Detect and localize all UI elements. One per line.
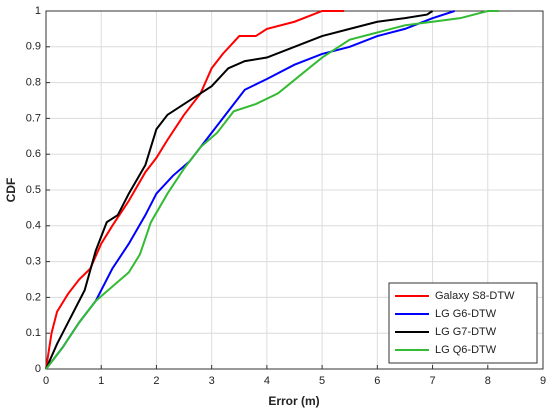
x-tick-label: 6 xyxy=(374,375,380,387)
y-tick-label: 1 xyxy=(35,5,41,17)
x-tick-label: 1 xyxy=(98,375,104,387)
legend-label: LG G7-DTW xyxy=(435,326,497,338)
x-tick-label: 8 xyxy=(485,375,491,387)
y-tick-label: 0.1 xyxy=(26,327,41,339)
x-axis-label: Error (m) xyxy=(268,394,319,408)
x-tick-label: 2 xyxy=(153,375,159,387)
y-axis-label: CDF xyxy=(4,178,18,203)
legend-label: Galaxy S8-DTW xyxy=(435,290,515,302)
y-tick-label: 0.9 xyxy=(26,41,41,53)
x-tick-label: 7 xyxy=(429,375,435,387)
y-tick-label: 0.2 xyxy=(26,291,41,303)
legend-label: LG Q6-DTW xyxy=(435,344,497,356)
x-tick-label: 5 xyxy=(319,375,325,387)
series-line xyxy=(45,10,345,370)
y-tick-label: 0.7 xyxy=(26,112,41,124)
y-tick-label: 0.6 xyxy=(26,148,41,160)
y-tick-label: 0.5 xyxy=(26,184,41,196)
x-tick-label: 0 xyxy=(43,375,49,387)
y-tick-label: 0.4 xyxy=(26,220,41,232)
x-tick-label: 3 xyxy=(209,375,215,387)
y-tick-label: 0 xyxy=(35,363,41,375)
y-tick-label: 0.8 xyxy=(26,77,41,89)
axes-box xyxy=(45,10,544,370)
series-line xyxy=(45,10,455,370)
series-line xyxy=(45,10,499,370)
y-tick-label: 0.3 xyxy=(26,256,41,268)
legend-label: LG G6-DTW xyxy=(435,308,497,320)
series-line xyxy=(45,10,434,370)
x-tick-label: 9 xyxy=(540,375,546,387)
x-tick-label: 4 xyxy=(264,375,270,387)
